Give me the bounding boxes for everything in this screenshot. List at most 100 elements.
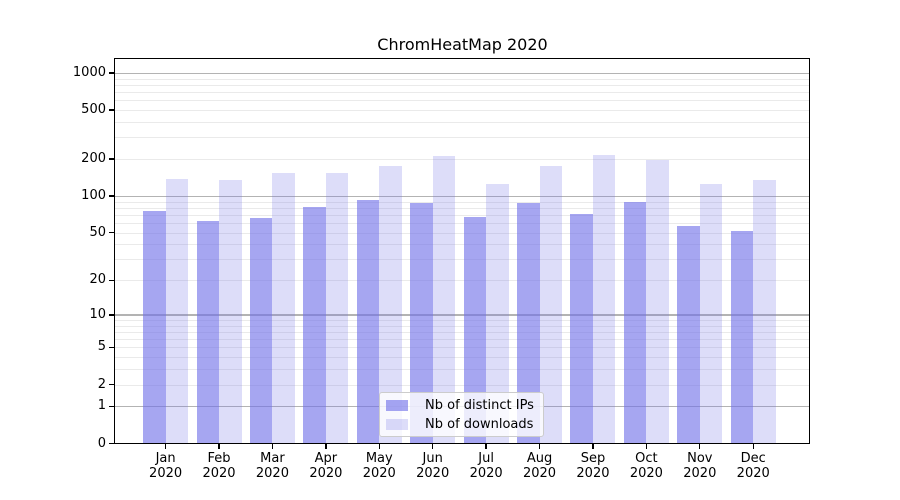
bar-distinct-ips-sep [570, 214, 593, 444]
x-tick-label: Mar 2020 [255, 450, 289, 482]
y-tick [109, 314, 115, 316]
gridline-minor [115, 259, 810, 261]
legend-swatch-downloads [386, 418, 408, 430]
bar-distinct-ips-may [356, 200, 380, 444]
y-tick [109, 346, 115, 349]
x-tick [378, 443, 380, 449]
x-tick-label: Jun 2020 [416, 450, 450, 482]
bar-downloads-may [379, 166, 402, 444]
bar-distinct-ips-jan [143, 211, 166, 444]
gridline-minor [115, 347, 810, 349]
gridline-minor [115, 78, 810, 80]
y-tick-label: 5 [97, 339, 106, 355]
y-tick-label: 10 [89, 306, 106, 322]
x-tick-label: Jul 2020 [469, 450, 503, 482]
gridline-minor [115, 122, 810, 124]
x-tick-label: Feb 2020 [202, 450, 236, 482]
bar-downloads-sep [592, 155, 616, 444]
bar-downloads-dec [753, 180, 776, 444]
gridline-minor [115, 384, 810, 386]
gridline-minor [115, 85, 810, 86]
gridline-minor [115, 232, 810, 234]
bar-distinct-ips-oct [623, 201, 647, 444]
bar-distinct-ips-feb [196, 221, 220, 444]
x-tick [485, 443, 487, 449]
bar-downloads-nov [699, 184, 723, 444]
gridline-minor [115, 92, 810, 94]
chart-title: ChromHeatMap 2020 [377, 35, 548, 54]
x-tick [164, 443, 167, 449]
y-tick [109, 383, 115, 386]
gridline-minor [115, 339, 810, 341]
y-tick-label: 100 [81, 188, 106, 204]
y-tick [109, 195, 115, 197]
x-tick [699, 443, 701, 449]
bar-distinct-ips-jun [410, 203, 433, 444]
gridline-minor [115, 244, 810, 246]
y-tick-label: 1000 [72, 65, 106, 81]
x-tick-label: Sep 2020 [576, 450, 610, 482]
gridline-major [115, 72, 810, 74]
legend-item-downloads: Nb of downloads [386, 417, 543, 432]
x-tick [752, 443, 754, 449]
y-tick [109, 279, 115, 281]
y-tick-label: 1 [97, 398, 106, 414]
bar-downloads-jan [165, 178, 189, 444]
gridline-minor [115, 207, 810, 209]
y-tick-label: 2 [97, 376, 106, 392]
gridline-minor [115, 110, 810, 112]
bar-downloads-feb [219, 180, 242, 444]
bar-distinct-ips-apr [303, 206, 326, 444]
x-tick [325, 443, 327, 449]
y-tick [109, 231, 115, 234]
y-tick-label: 0 [97, 435, 106, 451]
bar-downloads-aug [539, 166, 563, 444]
gridline-minor [115, 325, 810, 327]
x-tick-label: Nov 2020 [683, 450, 717, 482]
x-tick [645, 443, 648, 449]
x-tick-label: Jan 2020 [149, 450, 183, 482]
bar-downloads-mar [272, 173, 295, 444]
gridline-minor [115, 223, 810, 225]
x-tick-label: Dec 2020 [736, 450, 770, 482]
plot-area [115, 59, 810, 444]
bar-distinct-ips-mar [249, 218, 273, 444]
legend-swatch-distinct-ips [386, 399, 408, 411]
y-tick-label: 50 [89, 224, 106, 240]
bar-downloads-jul [486, 184, 509, 444]
bar-distinct-ips-jul [463, 217, 487, 444]
x-tick [218, 443, 220, 449]
x-tick-label: Oct 2020 [629, 450, 663, 482]
x-tick [271, 443, 274, 449]
bar-downloads-jun [432, 155, 456, 444]
legend: Nb of distinct IPs Nb of downloads [379, 392, 544, 437]
legend-item-distinct-ips: Nb of distinct IPs [386, 398, 543, 413]
bar-distinct-ips-dec [730, 230, 754, 444]
gridline-major [115, 195, 810, 197]
gridline-minor [115, 320, 810, 322]
bar-distinct-ips-nov [677, 225, 700, 444]
y-tick [109, 405, 115, 408]
gridline-minor [115, 357, 810, 359]
y-tick-label: 500 [81, 102, 106, 118]
y-tick [109, 158, 115, 160]
gridline-minor [115, 214, 810, 216]
y-tick [109, 442, 115, 445]
gridline-minor [115, 100, 810, 102]
x-tick [432, 443, 434, 449]
x-tick-label: May 2020 [362, 450, 396, 482]
gridline-minor [115, 159, 810, 161]
bar-distinct-ips-aug [517, 203, 540, 444]
legend-label-downloads: Nb of downloads [425, 416, 534, 432]
gridline-major [115, 314, 810, 316]
x-tick-label: Aug 2020 [522, 450, 557, 482]
x-tick [538, 443, 541, 449]
y-tick-label: 200 [81, 151, 106, 167]
legend-label-distinct-ips: Nb of distinct IPs [425, 397, 534, 413]
gridline-minor [115, 280, 810, 282]
x-tick-label: Apr 2020 [309, 450, 343, 482]
gridline-minor [115, 201, 810, 203]
bar-downloads-oct [646, 160, 669, 444]
x-tick [592, 443, 594, 449]
